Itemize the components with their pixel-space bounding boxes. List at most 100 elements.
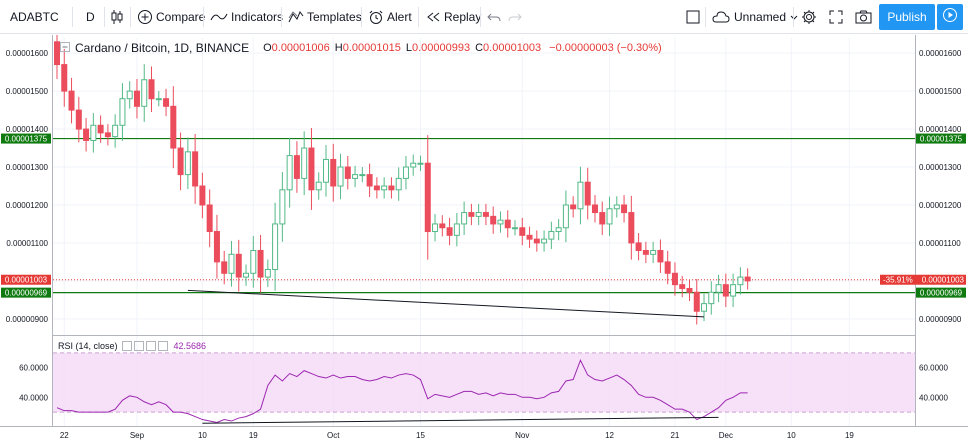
fullscreen-button[interactable]	[829, 6, 843, 28]
price-tag-left-text: 0.00000969	[5, 289, 48, 298]
candle-body	[199, 185, 206, 206]
templates-button[interactable]: Templates	[288, 6, 362, 28]
more-icon[interactable]	[157, 341, 168, 351]
alert-button[interactable]: Alert	[368, 6, 412, 28]
y-tick-label-left: 0.00001200	[6, 201, 49, 210]
series-legend: Cardano / Bitcoin, 1D, BINANCE O 0.000010…	[60, 41, 662, 55]
price-tag-left-text: 0.00001375	[5, 135, 48, 144]
close-icon[interactable]	[145, 341, 156, 351]
candle-body	[628, 212, 635, 244]
candle-body	[424, 162, 431, 233]
replay-label: Replay	[444, 10, 482, 24]
y-tick-label-right: 0.00001400	[919, 125, 962, 134]
candle-body	[737, 276, 744, 286]
rsi-title: RSI (14, close)	[58, 341, 118, 351]
settings-icon[interactable]	[133, 341, 144, 351]
candle-body	[170, 105, 177, 149]
y-tick-label-left: 0.00000900	[6, 315, 49, 324]
candle-body	[221, 261, 228, 274]
live-stream-button[interactable]	[937, 4, 963, 30]
divider	[418, 7, 419, 27]
compare-button[interactable]: Compare	[137, 6, 205, 28]
candle-body	[599, 212, 606, 225]
candle-body	[388, 185, 395, 191]
candle-body	[250, 250, 257, 274]
divider	[793, 7, 794, 27]
candle-body	[439, 223, 446, 229]
divider	[203, 7, 204, 27]
chart-type-button[interactable]	[110, 6, 124, 28]
candle-body	[504, 219, 511, 229]
candle-body	[570, 204, 577, 210]
legend-handle-icon[interactable]	[60, 41, 70, 55]
candles-icon	[110, 9, 124, 25]
candle-body	[119, 98, 126, 126]
x-tick-label: 22	[60, 431, 69, 440]
symbol-search[interactable]: ADABTC	[10, 6, 59, 28]
candle-body	[541, 238, 548, 244]
undo-icon	[487, 11, 501, 23]
alarm-clock-icon	[368, 9, 384, 25]
candle-body	[366, 174, 373, 187]
divider	[480, 7, 481, 27]
candle-body	[468, 212, 475, 217]
interval-button[interactable]: D	[86, 6, 95, 28]
indicators-button[interactable]: Indicators	[210, 6, 283, 28]
candle-body	[61, 64, 68, 92]
x-tick-label: 12	[605, 431, 614, 440]
settings-button[interactable]	[801, 6, 817, 28]
candle-body	[293, 155, 300, 179]
expand-icon	[829, 10, 843, 24]
plus-circle-icon	[137, 9, 153, 25]
candle-body	[322, 158, 329, 183]
candle-body	[381, 185, 388, 191]
x-tick-label: Sep	[130, 431, 145, 440]
candle-body	[184, 151, 191, 176]
candle-body	[155, 98, 162, 101]
camera-icon	[855, 10, 872, 24]
candle-body	[577, 181, 584, 210]
candle-body	[272, 223, 279, 270]
last-price-tag-left-text: 0.00001003	[5, 276, 48, 285]
y-tick-label-right: 0.00001200	[919, 201, 962, 210]
publish-button[interactable]: Publish	[879, 4, 935, 30]
candle-body	[701, 303, 708, 312]
candle-body	[192, 151, 199, 187]
open-label: O	[263, 42, 272, 54]
rsi-tick-label-left: 40.0000	[19, 393, 48, 402]
candle-body	[562, 204, 569, 229]
play-circle-icon	[942, 7, 958, 28]
alert-label: Alert	[387, 10, 412, 24]
undo-button[interactable]	[487, 6, 501, 28]
fullscreen-layout-button[interactable]	[686, 6, 700, 28]
high-value: 0.00001015	[342, 42, 401, 54]
candle-body	[235, 253, 242, 278]
indicator-wave-icon	[210, 11, 228, 23]
candle-body	[126, 90, 133, 100]
redo-button[interactable]	[508, 6, 522, 28]
templates-icon	[288, 10, 304, 24]
candle-body	[744, 276, 751, 282]
last-price-tag-left	[1, 274, 51, 285]
price-trendline	[187, 289, 705, 318]
snapshot-button[interactable]	[855, 6, 872, 28]
candle-body	[133, 90, 140, 107]
eye-icon[interactable]	[121, 341, 132, 351]
candle-body	[642, 250, 649, 255]
x-tick-label: 15	[416, 431, 425, 440]
candle-body	[519, 227, 526, 236]
low-label: L	[405, 42, 412, 54]
chart-area[interactable]: 0.00001600 0.00001600 0.00001500 0.00001500…	[0, 35, 968, 443]
square-icon	[686, 10, 700, 24]
candle-body	[461, 212, 468, 225]
x-tick-label: 21	[670, 431, 679, 440]
y-tick-label-right: 0.00001300	[919, 163, 962, 172]
candle-body	[330, 158, 337, 187]
replay-button[interactable]: Replay	[425, 6, 481, 28]
close-value: 0.00001003	[483, 42, 542, 54]
templates-label: Templates	[307, 10, 362, 24]
y-tick-label-right: 0.00000900	[919, 315, 962, 324]
y-tick-label-right: 0.00001500	[919, 87, 962, 96]
low-value: 0.00000993	[411, 42, 471, 54]
layout-menu-button[interactable]: Unnamed	[712, 6, 798, 28]
